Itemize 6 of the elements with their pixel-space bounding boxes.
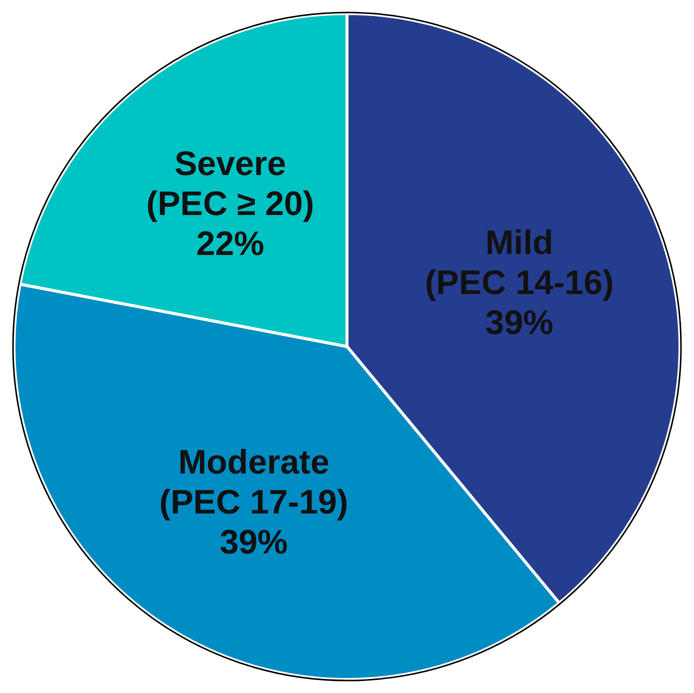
slice-label: Moderate (PEC 17-19) xyxy=(159,444,348,522)
data-label: 22% xyxy=(196,224,264,263)
slice-label: Severe (PEC ≥ 20) xyxy=(146,144,314,223)
slice-label: Mild (PEC 14-16) xyxy=(424,224,614,302)
data-label: 39% xyxy=(485,304,554,342)
data-label: 39% xyxy=(220,524,288,562)
